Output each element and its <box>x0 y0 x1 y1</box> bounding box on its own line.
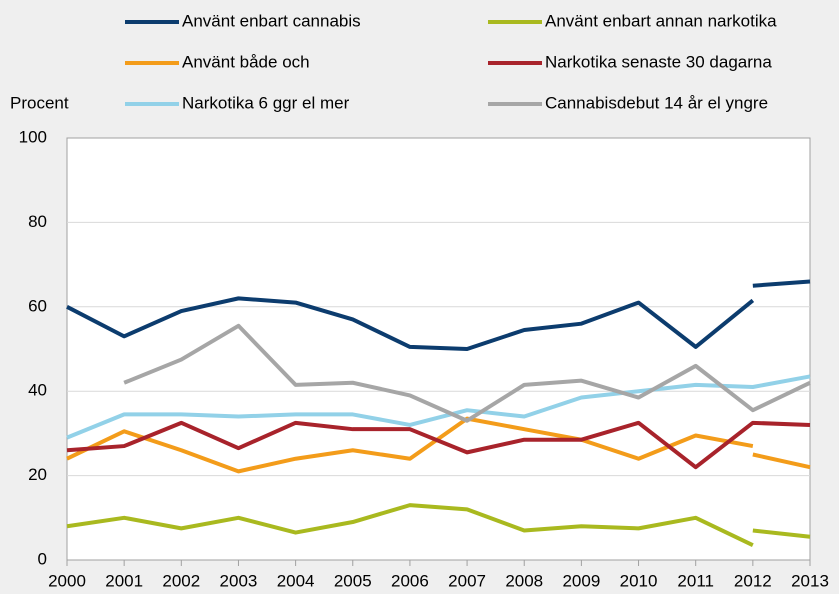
x-tick-label: 2013 <box>791 571 829 590</box>
x-tick-label: 2001 <box>105 571 143 590</box>
y-tick-label: 0 <box>38 549 47 568</box>
x-tick-label: 2008 <box>505 571 543 590</box>
x-tick-label: 2009 <box>562 571 600 590</box>
x-tick-label: 2006 <box>391 571 429 590</box>
legend-label: Använt enbart cannabis <box>182 11 361 30</box>
y-axis-label: Procent <box>10 93 69 112</box>
legend-label: Narkotika senaste 30 dagarna <box>545 52 772 71</box>
x-tick-label: 2005 <box>334 571 372 590</box>
legend-label: Cannabisdebut 14 år el yngre <box>545 93 768 112</box>
y-tick-label: 20 <box>28 465 47 484</box>
series-line <box>66 279 811 351</box>
series-line <box>66 420 811 470</box>
x-tick-label: 2007 <box>448 571 486 590</box>
y-tick-label: 80 <box>28 212 47 231</box>
series-line <box>66 374 811 440</box>
x-tick-label: 2011 <box>677 571 714 590</box>
x-tick-label: 2004 <box>277 571 315 590</box>
legend-label: Använt enbart annan narkotika <box>545 11 777 30</box>
y-tick-label: 40 <box>28 381 47 400</box>
series-line <box>66 503 811 548</box>
y-tick-label: 100 <box>19 127 47 146</box>
x-tick-label: 2003 <box>220 571 258 590</box>
x-tick-label: 2000 <box>48 571 86 590</box>
series-line <box>66 416 811 474</box>
legend-label: Narkotika 6 ggr el mer <box>182 93 350 112</box>
x-tick-label: 2012 <box>734 571 772 590</box>
x-tick-label: 2002 <box>162 571 200 590</box>
series-line <box>123 323 811 423</box>
y-tick-label: 60 <box>28 296 47 315</box>
x-tick-label: 2010 <box>620 571 658 590</box>
legend-label: Använt både och <box>182 52 310 71</box>
